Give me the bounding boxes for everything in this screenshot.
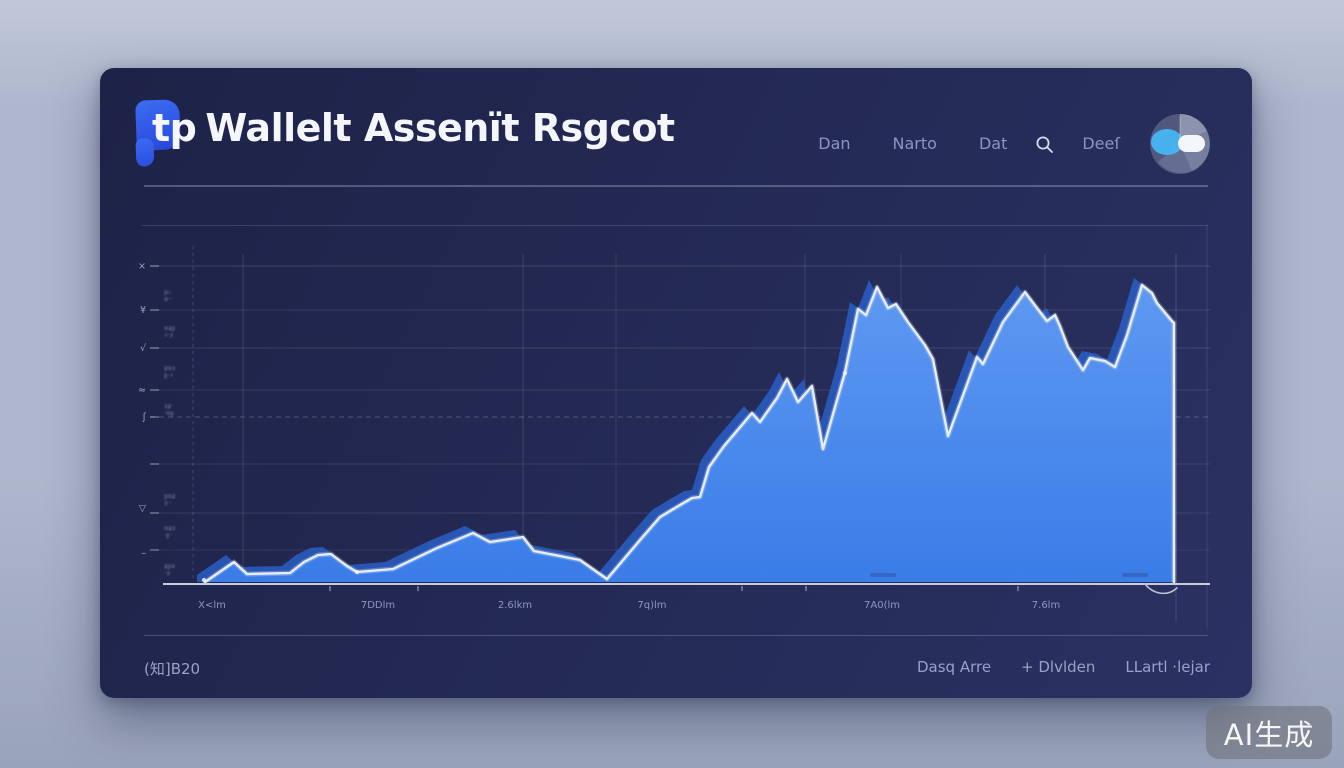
svg-text:×: × bbox=[138, 261, 146, 272]
svg-text:ɜʑ·ˑɞʂ: ɜʑ· ˑɞʂ bbox=[164, 402, 175, 417]
svg-text:≈: ≈ bbox=[138, 385, 146, 396]
footer-left-text: (知]B20 bbox=[144, 660, 201, 678]
svg-text:ʃ: ʃ bbox=[142, 412, 147, 423]
svg-text:7DDlm: 7DDlm bbox=[361, 600, 395, 611]
svg-text:–: – bbox=[141, 548, 146, 559]
svg-text:ɞʑɜ·ʂˑ: ɞʑɜ ·ʂˑ bbox=[164, 524, 176, 539]
svg-text:X<lm: X<lm bbox=[198, 600, 226, 611]
footer-link-2[interactable]: + Dlvlden bbox=[1021, 658, 1096, 676]
watermark-label: AI生成 bbox=[1223, 717, 1315, 752]
svg-text:7q)lm: 7q)lm bbox=[637, 600, 666, 611]
svg-text:¥: ¥ bbox=[140, 305, 146, 316]
logo-text: tp bbox=[152, 106, 197, 150]
chart-top-rule bbox=[142, 225, 1208, 226]
footer-link-1[interactable]: Dasq Arre bbox=[916, 658, 992, 676]
header-divider bbox=[144, 185, 1208, 187]
svg-text:2.6lkm: 2.6lkm bbox=[498, 600, 532, 611]
svg-text:7.6lm: 7.6lm bbox=[1032, 600, 1060, 611]
ai-generated-watermark: AI生成 bbox=[1206, 706, 1332, 759]
asset-area-chart[interactable]: X<lm 7DDlm 2.6lkm 7q)lm 7A0(lm 7.6lm × ¥ √ ≈ ʃ ▽ – ʂɩ… bbox=[100, 68, 1252, 698]
footer-links: Dasq Arre + Dlvlden LLartl ·lejar bbox=[917, 658, 1210, 679]
title-text: Wallelt Assenït Rsgcot bbox=[205, 106, 675, 150]
nav-item-3[interactable]: Dat bbox=[978, 134, 1008, 153]
svg-text:7A0(lm: 7A0(lm bbox=[864, 600, 900, 611]
footer: (知]B20 Dasq Arre + Dlvlden LLartl ·lejar bbox=[144, 658, 1210, 679]
nav-item-1[interactable]: Dan bbox=[818, 134, 851, 153]
footer-divider bbox=[144, 635, 1208, 636]
svg-text:▽: ▽ bbox=[139, 503, 147, 514]
search-icon[interactable] bbox=[1035, 135, 1054, 154]
page-title: tp Wallelt Assenït Rsgcot bbox=[152, 106, 675, 150]
svg-text:√: √ bbox=[140, 343, 147, 354]
nav-item-2[interactable]: Narto bbox=[892, 134, 937, 153]
top-nav: Dan Narto Dat Deeſ bbox=[818, 114, 1210, 174]
footer-link-3[interactable]: LLartl ·lejar bbox=[1125, 658, 1210, 676]
svg-text:ɞʑʂ˨ˑɜ: ɞʑʂ ˨ˑɜ bbox=[164, 324, 176, 339]
nav-item-4[interactable]: Deeſ bbox=[1082, 134, 1120, 153]
wallet-report-card: tp Wallelt Assenït Rsgcot Dan Narto Dat D… bbox=[100, 68, 1252, 698]
avatar[interactable] bbox=[1150, 114, 1210, 174]
